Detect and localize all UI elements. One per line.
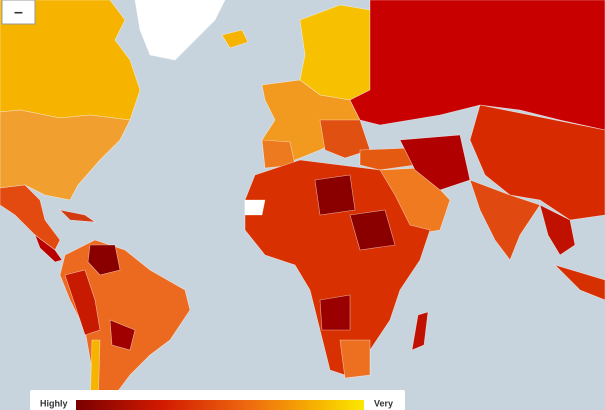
china bbox=[469, 104, 605, 221]
legend-high-label: Very bbox=[374, 398, 393, 408]
iceland bbox=[221, 29, 249, 49]
sudan bbox=[349, 209, 396, 251]
legend-gradient bbox=[76, 400, 364, 410]
madagascar bbox=[411, 311, 429, 351]
turkey bbox=[359, 147, 416, 171]
zoom-out-label: – bbox=[14, 4, 23, 21]
indonesia bbox=[554, 264, 605, 301]
angola bbox=[319, 294, 351, 331]
paraguay bbox=[109, 319, 136, 351]
peru bbox=[64, 269, 101, 336]
libya bbox=[314, 174, 356, 216]
venezuela bbox=[87, 244, 121, 276]
india bbox=[469, 179, 541, 261]
legend-low-label: Highly bbox=[40, 398, 68, 408]
western-sahara bbox=[244, 199, 266, 216]
balkans bbox=[319, 119, 371, 159]
russia bbox=[349, 0, 605, 131]
southeast-asia bbox=[539, 204, 576, 256]
scandinavia bbox=[299, 4, 371, 101]
mexico bbox=[0, 184, 61, 251]
central-asia bbox=[399, 134, 471, 191]
legend: Highly Very bbox=[30, 390, 405, 410]
zoom-control[interactable]: – bbox=[1, 0, 36, 25]
greenland bbox=[134, 0, 226, 61]
central-america bbox=[34, 234, 63, 263]
south-africa bbox=[339, 339, 371, 379]
zoom-out-button[interactable] bbox=[1, 0, 36, 25]
caribbean bbox=[59, 209, 97, 223]
